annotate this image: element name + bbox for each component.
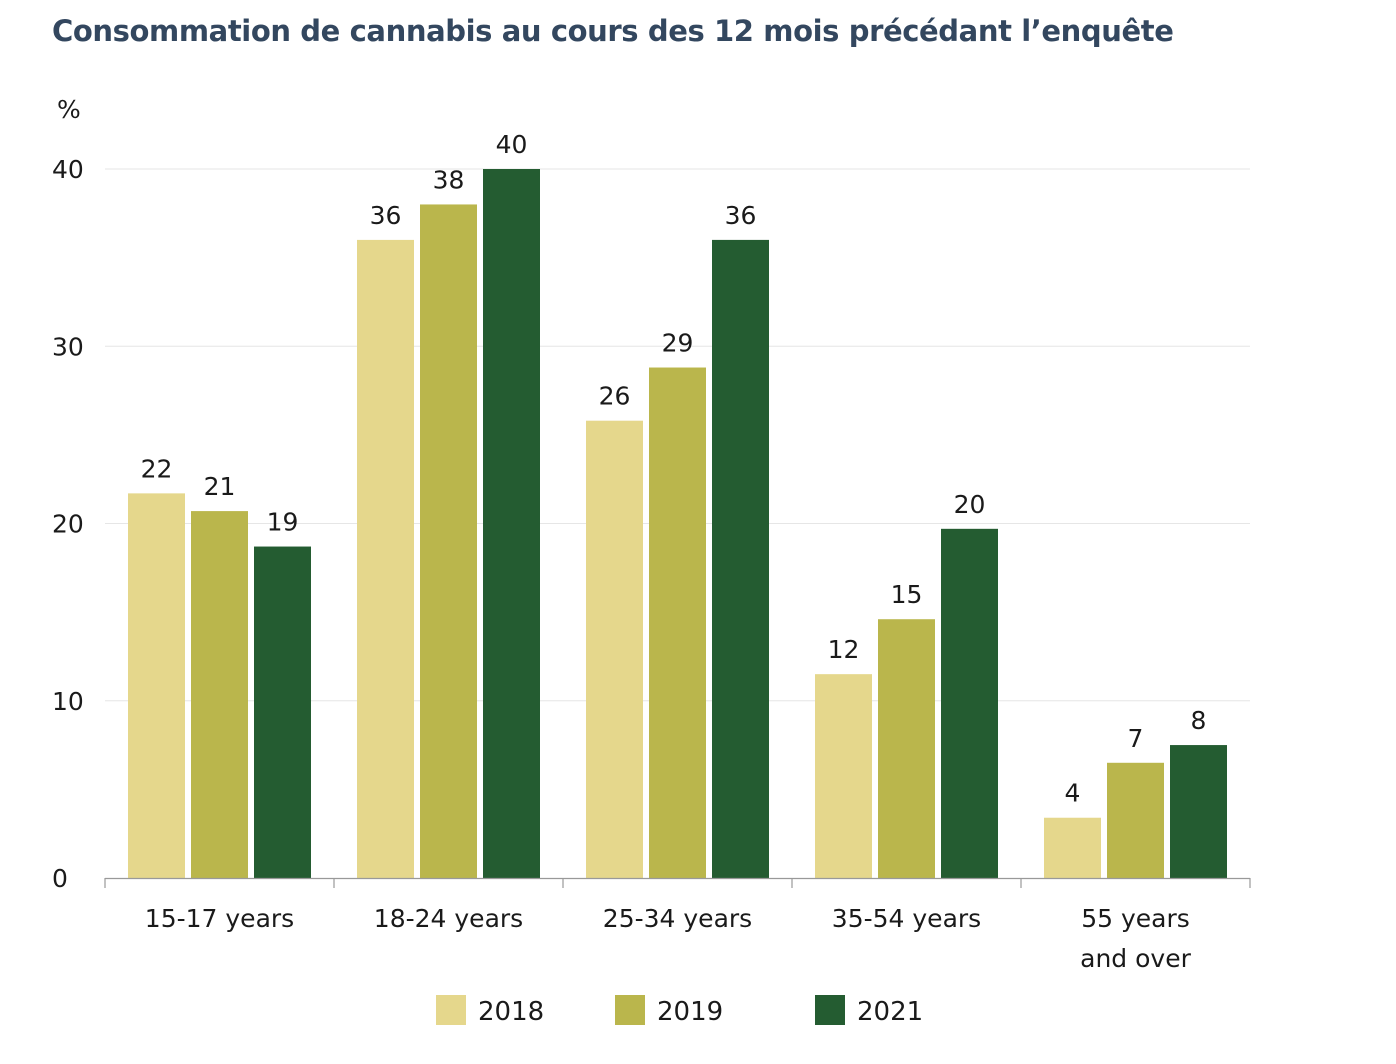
- data-label: 8: [1191, 706, 1207, 735]
- y-tick-label: 30: [52, 332, 84, 361]
- bar: [586, 420, 643, 878]
- x-tick-label: 55 years: [1081, 904, 1190, 933]
- data-label: 38: [433, 165, 465, 194]
- data-label: 22: [141, 454, 173, 483]
- bar: [483, 169, 540, 878]
- data-label: 29: [662, 329, 694, 358]
- bar: [1044, 817, 1101, 878]
- legend-item: 2021: [815, 995, 923, 1027]
- bar: [254, 546, 311, 878]
- bar: [1107, 762, 1164, 878]
- y-axis: % 0 10 20 30 40: [52, 95, 84, 893]
- bar: [357, 239, 414, 878]
- data-label: 7: [1128, 724, 1144, 753]
- bar: [191, 511, 248, 878]
- legend-swatch: [436, 995, 466, 1025]
- y-tick-label: 20: [52, 510, 84, 539]
- legend-label: 2021: [857, 997, 923, 1027]
- data-label: 26: [599, 382, 631, 411]
- x-tick-label: 35-54 years: [832, 904, 981, 933]
- x-tick-label: and over: [1080, 944, 1191, 973]
- bar: [815, 674, 872, 878]
- y-tick-label: 10: [52, 687, 84, 716]
- legend-item: 2019: [615, 995, 723, 1027]
- y-tick-label: 40: [52, 155, 84, 184]
- bar: [878, 619, 935, 878]
- bar: [420, 204, 477, 878]
- bars: 22 21 19 36 38 40 26 29 36 12 15 20 4 7 8: [128, 130, 1227, 878]
- data-label: 4: [1065, 779, 1081, 808]
- legend-item: 2018: [436, 995, 544, 1027]
- data-label: 36: [725, 201, 757, 230]
- data-label: 12: [828, 635, 860, 664]
- data-label: 40: [496, 130, 528, 159]
- legend-label: 2019: [657, 997, 723, 1027]
- y-axis-label: %: [57, 95, 81, 124]
- legend-swatch: [615, 995, 645, 1025]
- x-tick-label: 18-24 years: [374, 904, 523, 933]
- bar: [128, 493, 185, 878]
- bar: [649, 367, 706, 878]
- x-axis: 15-17 years 18-24 years 25-34 years 35-54 y…: [104, 877, 1251, 973]
- legend-label: 2018: [478, 997, 544, 1027]
- legend: 2018 2019 2021: [436, 995, 923, 1027]
- chart-title: Consommation de cannabis au cours des 12…: [52, 14, 1174, 48]
- data-label: 20: [954, 490, 986, 519]
- bar: [1170, 745, 1227, 878]
- bar: [941, 528, 998, 878]
- data-label: 21: [204, 472, 236, 501]
- data-label: 36: [370, 201, 402, 230]
- data-label: 19: [267, 508, 299, 537]
- legend-swatch: [815, 995, 845, 1025]
- x-tick-label: 15-17 years: [145, 904, 294, 933]
- x-tick-label: 25-34 years: [603, 904, 752, 933]
- y-tick-label: 0: [52, 864, 68, 893]
- bar: [712, 239, 769, 878]
- data-label: 15: [891, 580, 923, 609]
